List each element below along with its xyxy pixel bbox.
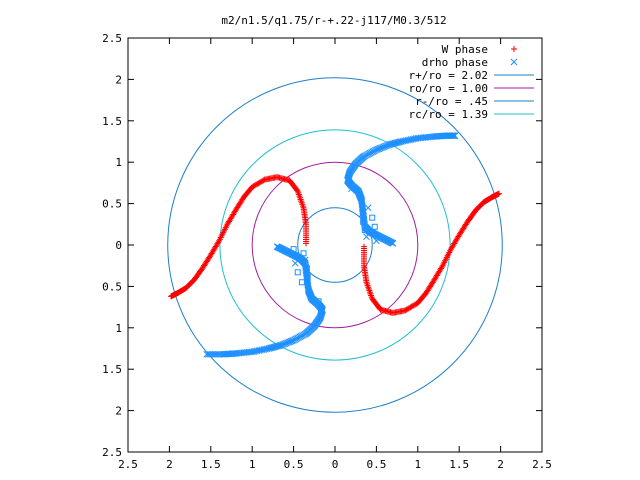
y-tick-label: 1 bbox=[115, 322, 122, 335]
x-tick-label: 2.5 bbox=[118, 458, 138, 471]
reference-circle-1 bbox=[251, 161, 419, 329]
data-point bbox=[298, 279, 305, 286]
data-point bbox=[290, 246, 297, 253]
data-point bbox=[304, 273, 311, 280]
data-point bbox=[450, 132, 458, 140]
legend-marker bbox=[510, 58, 518, 66]
x-tick-label: 0.5 bbox=[284, 458, 304, 471]
series-layer bbox=[168, 132, 502, 358]
legend-label: ro/ro = 1.00 bbox=[409, 82, 488, 95]
x-tick-label: 1.5 bbox=[201, 458, 221, 471]
y-tick-label: 2 bbox=[115, 73, 122, 86]
legend-label: r-/ro = .45 bbox=[415, 95, 488, 108]
x-tick-label: 2 bbox=[166, 458, 173, 471]
data-point bbox=[301, 256, 309, 264]
data-point bbox=[277, 341, 285, 349]
data-point bbox=[389, 140, 396, 148]
y-tick-label: 0.5 bbox=[102, 198, 122, 211]
y-tick-label: 0.5 bbox=[102, 280, 122, 293]
legend-label: r+/ro = 2.02 bbox=[409, 69, 488, 82]
data-point bbox=[353, 187, 360, 194]
x-tick-label: 2 bbox=[497, 458, 504, 471]
data-point bbox=[390, 140, 398, 147]
data-point bbox=[369, 214, 376, 221]
data-point bbox=[271, 343, 279, 351]
data-point bbox=[305, 287, 312, 294]
x-tick-label: 1 bbox=[249, 458, 256, 471]
y-tick-label: 0 bbox=[115, 239, 122, 252]
y-tick-label: 2.5 bbox=[102, 446, 122, 459]
y-tick-label: 2 bbox=[115, 405, 122, 418]
data-point bbox=[373, 237, 380, 245]
data-point bbox=[371, 223, 378, 230]
data-point bbox=[272, 343, 280, 350]
data-point bbox=[364, 204, 372, 212]
legend-label: rc/ro = 1.39 bbox=[409, 108, 488, 121]
y-tick-label: 1 bbox=[115, 156, 122, 169]
data-point bbox=[168, 293, 175, 300]
reference-circle-2 bbox=[297, 207, 373, 283]
data-point bbox=[363, 233, 370, 241]
data-point bbox=[361, 227, 368, 234]
data-point bbox=[394, 139, 401, 146]
ticks-layer: 2.5 2 1.5 1 0.5 0 0.5 1 1.5 2 2.52.521.510.500.511… bbox=[102, 32, 552, 471]
data-point bbox=[269, 344, 276, 351]
y-tick-label: 2.5 bbox=[102, 32, 122, 45]
data-point bbox=[204, 350, 212, 358]
data-point bbox=[275, 342, 283, 350]
legend-label: W phase bbox=[442, 43, 488, 56]
data-point bbox=[270, 343, 278, 351]
x-tick-label: 1 bbox=[414, 458, 421, 471]
reference-circle-3 bbox=[219, 129, 451, 361]
data-point bbox=[391, 139, 399, 147]
series-0 bbox=[168, 174, 502, 316]
legend-label: drho phase bbox=[422, 56, 488, 69]
data-point bbox=[203, 350, 211, 358]
data-point bbox=[294, 269, 301, 276]
data-point bbox=[392, 139, 400, 147]
data-point bbox=[300, 250, 307, 257]
x-tick-label: 1.5 bbox=[449, 458, 469, 471]
data-point bbox=[451, 132, 459, 140]
data-point bbox=[360, 218, 367, 225]
data-point bbox=[225, 219, 232, 226]
data-point bbox=[449, 132, 456, 140]
data-point bbox=[385, 141, 393, 149]
x-tick-label: 0.5 bbox=[366, 458, 386, 471]
chart-title: m2/n1.5/q1.75/r-+.22-j117/M0.3/512 bbox=[221, 14, 446, 27]
y-tick-label: 1.5 bbox=[102, 363, 122, 376]
data-point bbox=[438, 264, 445, 271]
data-point bbox=[395, 138, 403, 146]
data-point bbox=[276, 342, 284, 349]
data-point bbox=[386, 141, 394, 148]
circles-layer bbox=[167, 77, 503, 413]
reference-circle-0 bbox=[167, 77, 503, 413]
data-point bbox=[358, 196, 365, 203]
data-point bbox=[310, 296, 317, 303]
data-point bbox=[267, 344, 275, 352]
data-point bbox=[303, 265, 310, 272]
x-tick-label: 2.5 bbox=[532, 458, 552, 471]
data-point bbox=[291, 259, 299, 267]
data-point bbox=[495, 190, 502, 197]
y-tick-label: 1.5 bbox=[102, 115, 122, 128]
data-point bbox=[450, 132, 457, 140]
data-point bbox=[358, 210, 366, 217]
x-tick-label: 0 bbox=[332, 458, 339, 471]
series-1 bbox=[203, 132, 459, 358]
legend-marker bbox=[511, 46, 517, 52]
data-point bbox=[387, 140, 395, 148]
data-point bbox=[274, 342, 281, 350]
